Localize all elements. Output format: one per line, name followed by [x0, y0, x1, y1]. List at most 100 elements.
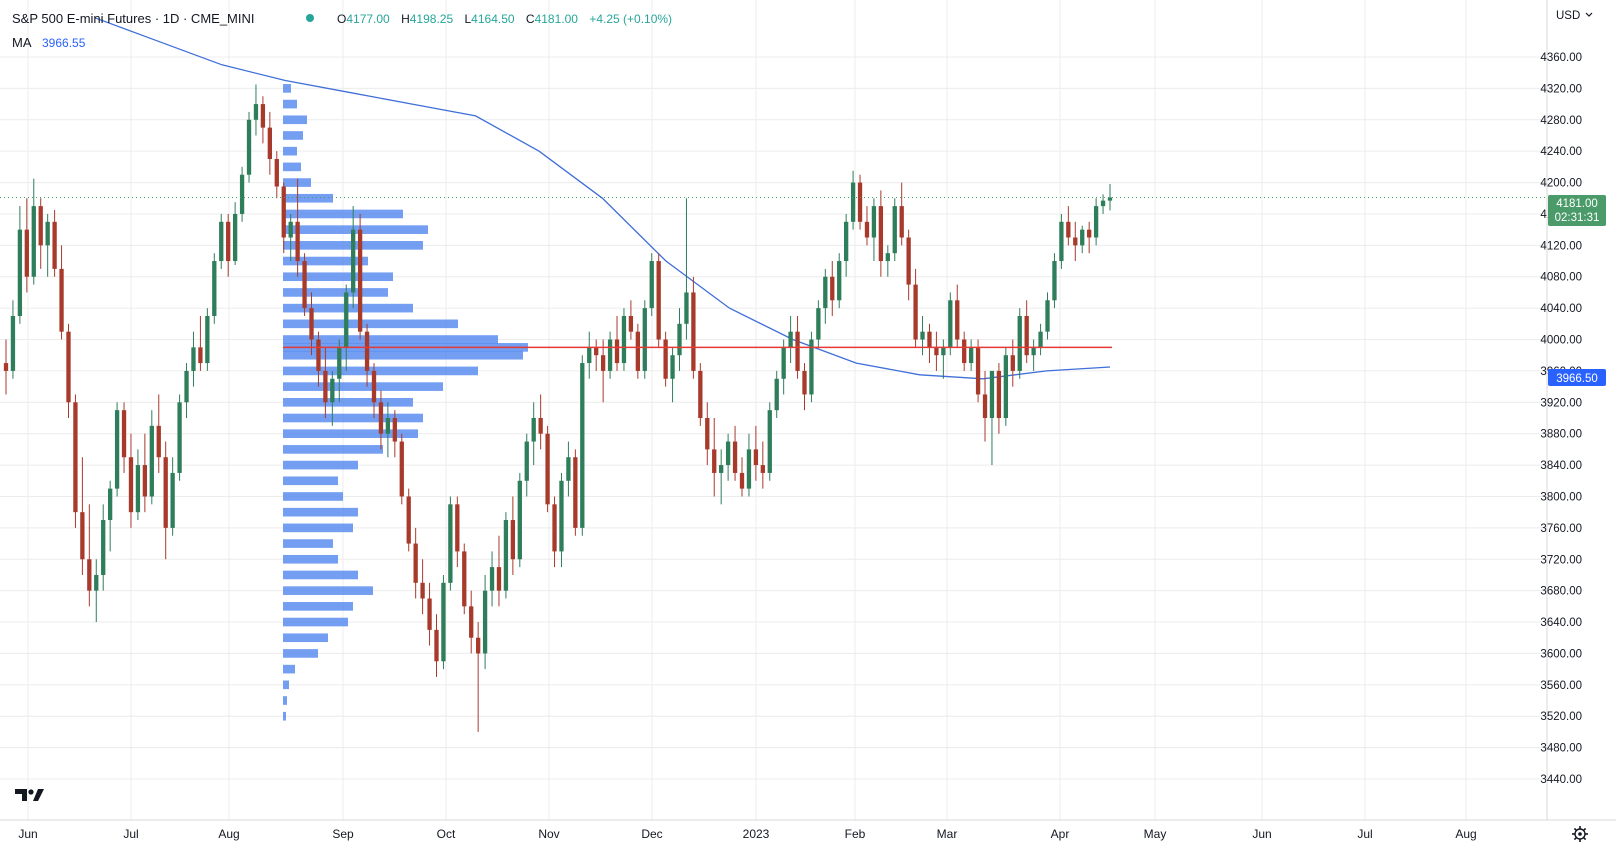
ma-indicator-label[interactable]: MA: [12, 35, 32, 50]
candle-up[interactable]: [17, 206, 23, 324]
candle-up[interactable]: [330, 370, 335, 426]
candle-down[interactable]: [1073, 221, 1078, 262]
candle-down[interactable]: [538, 394, 543, 450]
candle-down[interactable]: [24, 198, 29, 293]
candle-down[interactable]: [975, 339, 981, 403]
candle-down[interactable]: [663, 331, 668, 387]
candle-down[interactable]: [955, 284, 960, 348]
candle-down[interactable]: [156, 394, 161, 473]
candle-up[interactable]: [774, 370, 779, 418]
candle-up[interactable]: [1059, 213, 1064, 269]
candle-down[interactable]: [66, 323, 71, 418]
candle-up[interactable]: [94, 559, 99, 623]
candle-up[interactable]: [531, 402, 536, 466]
candle-up[interactable]: [843, 213, 849, 277]
candle-down[interactable]: [392, 410, 397, 458]
candle-down[interactable]: [434, 614, 439, 677]
candle-up[interactable]: [441, 574, 446, 670]
candle-down[interactable]: [274, 151, 279, 199]
candle-up[interactable]: [205, 308, 210, 371]
candle-down[interactable]: [594, 339, 599, 371]
candle-down[interactable]: [510, 496, 516, 575]
candle-down[interactable]: [52, 210, 57, 277]
candle-down[interactable]: [698, 363, 703, 426]
candle-up[interactable]: [566, 441, 571, 497]
candle-up[interactable]: [31, 178, 36, 285]
candle-up[interactable]: [135, 449, 141, 521]
candle-down[interactable]: [600, 339, 606, 403]
candle-up[interactable]: [968, 339, 974, 371]
candle-up[interactable]: [885, 245, 890, 277]
candle-up[interactable]: [837, 253, 842, 309]
candle-up[interactable]: [246, 111, 252, 183]
candle-up[interactable]: [517, 472, 522, 568]
currency-selector[interactable]: USD: [1556, 10, 1593, 22]
candle-down[interactable]: [399, 433, 404, 505]
candle-down[interactable]: [323, 347, 328, 418]
candle-down[interactable]: [878, 190, 884, 277]
candle-down[interactable]: [80, 457, 85, 575]
candle-down[interactable]: [996, 363, 1002, 434]
candle-down[interactable]: [962, 331, 967, 371]
candle-down[interactable]: [705, 402, 710, 466]
candle-down[interactable]: [614, 315, 620, 371]
candle-up[interactable]: [871, 198, 877, 262]
candle-down[interactable]: [830, 261, 835, 316]
candle-down[interactable]: [163, 441, 168, 560]
candle-up[interactable]: [920, 315, 925, 356]
candle-down[interactable]: [462, 543, 467, 615]
candle-up[interactable]: [101, 504, 106, 591]
candle-up[interactable]: [989, 370, 995, 466]
candle-down[interactable]: [281, 182, 286, 254]
candle-up[interactable]: [212, 253, 217, 324]
candle-up[interactable]: [1093, 198, 1099, 246]
candle-down[interactable]: [573, 449, 578, 536]
candle-down[interactable]: [656, 253, 661, 348]
candle-down[interactable]: [73, 394, 78, 528]
candle-up[interactable]: [649, 253, 654, 316]
gear-icon[interactable]: [1572, 826, 1588, 842]
candle-up[interactable]: [288, 213, 293, 262]
candle-down[interactable]: [59, 245, 64, 340]
candle-up[interactable]: [725, 433, 731, 481]
candle-down[interactable]: [1066, 206, 1071, 246]
candle-up[interactable]: [1003, 347, 1009, 426]
candle-down[interactable]: [552, 496, 557, 568]
candle-down[interactable]: [420, 559, 425, 615]
candle-down[interactable]: [545, 425, 550, 513]
candle-down[interactable]: [913, 268, 918, 348]
candle-down[interactable]: [121, 402, 127, 473]
candle-up[interactable]: [45, 213, 50, 277]
candle-up[interactable]: [344, 284, 349, 371]
candle-down[interactable]: [691, 276, 696, 379]
candle-down[interactable]: [1024, 300, 1029, 364]
candle-down[interactable]: [760, 441, 765, 489]
candle-down[interactable]: [413, 527, 418, 599]
candle-down[interactable]: [496, 535, 502, 607]
candle-up[interactable]: [892, 198, 897, 262]
candle-up[interactable]: [489, 551, 495, 607]
tradingview-logo-icon[interactable]: [15, 789, 44, 801]
candle-down[interactable]: [267, 111, 273, 175]
candle-up[interactable]: [1052, 253, 1057, 309]
symbol-title[interactable]: S&P 500 E-mini Futures · 1D · CME_MINI: [12, 11, 255, 26]
candle-up[interactable]: [941, 339, 946, 379]
candle-up[interactable]: [184, 363, 189, 418]
candle-up[interactable]: [621, 308, 627, 371]
candle-up[interactable]: [191, 331, 196, 387]
candle-down[interactable]: [857, 174, 863, 230]
candle-up[interactable]: [559, 472, 564, 568]
candle-up[interactable]: [177, 394, 182, 481]
candle-up[interactable]: [580, 355, 585, 536]
candle-down[interactable]: [628, 300, 634, 340]
candle-up[interactable]: [677, 308, 682, 371]
candle-up[interactable]: [788, 315, 793, 364]
candle-up[interactable]: [337, 339, 342, 403]
candle-up[interactable]: [482, 574, 488, 670]
candle-down[interactable]: [899, 182, 904, 246]
candle-down[interactable]: [309, 292, 314, 356]
candle-up[interactable]: [850, 170, 856, 230]
candle-down[interactable]: [712, 418, 717, 497]
candle-down[interactable]: [802, 363, 807, 411]
